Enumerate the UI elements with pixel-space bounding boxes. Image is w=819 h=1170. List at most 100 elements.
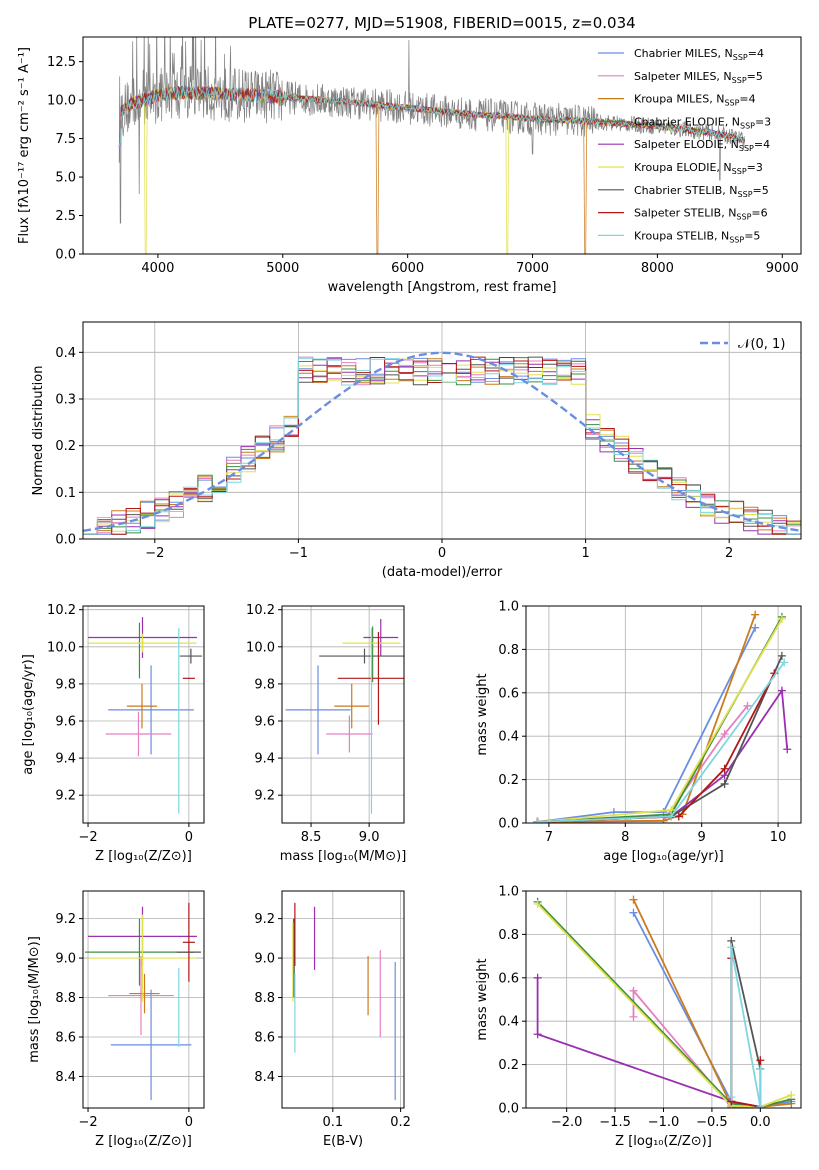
data-point-marker xyxy=(727,1093,736,1102)
x-tick-label: 1 xyxy=(581,546,589,561)
residual-histogram xyxy=(83,356,801,535)
legend-entry: Chabrier ELODIE, NSSP=3 xyxy=(634,115,771,130)
y-tick-label: 0.6 xyxy=(498,971,519,986)
legend-entry: Kroupa ELODIE, NSSP=3 xyxy=(634,161,763,176)
y-tick-label: 0.0 xyxy=(498,817,519,832)
y-axis-label: Normed distribution xyxy=(31,366,46,496)
axes-frame xyxy=(82,36,802,255)
panel-mass-vs-EBV: 0.1 0.2 8.4 8.6 8.8 9.0 9.2 E(B-V) xyxy=(254,890,411,1149)
y-tick-label: 10.0 xyxy=(47,640,76,655)
y-tick-label: 9.6 xyxy=(254,714,275,729)
y-tick-label: 0.1 xyxy=(55,486,76,501)
x-tick-label: 8.5 xyxy=(301,830,322,845)
data-point-marker xyxy=(751,610,760,619)
plot-area xyxy=(88,617,202,814)
y-tick-label: 5.0 xyxy=(55,171,76,186)
plot-area xyxy=(83,351,801,535)
x-tick-label: 0.0 xyxy=(750,1115,771,1130)
mass-weight-series-line xyxy=(536,903,792,1108)
y-tick-label: 0.0 xyxy=(55,533,76,548)
data-point-marker xyxy=(720,779,729,788)
x-axis-label: age [log₁₀(age/yr)] xyxy=(603,849,724,864)
y-tick-label: 8.4 xyxy=(55,1070,76,1085)
y-tick-label: 9.6 xyxy=(55,714,76,729)
data-point-marker xyxy=(674,812,683,821)
panel-residuals: −2 −1 0 1 2 0.0 0.1 0.2 0.3 0.4 (data-model)/error… xyxy=(31,321,802,580)
y-tick-label: 2.5 xyxy=(55,209,76,224)
axes-frame xyxy=(82,890,205,1109)
data-point-marker xyxy=(777,615,786,624)
y-tick-label: 0.4 xyxy=(498,1015,519,1030)
y-tick-label: 9.8 xyxy=(55,677,76,692)
plot-area xyxy=(118,37,745,254)
y-axis-label: mass weight xyxy=(475,958,490,1040)
x-tick-label: 0.1 xyxy=(322,1115,343,1130)
x-axis-label: (data-model)/error xyxy=(382,565,503,580)
y-tick-label: 9.2 xyxy=(55,912,76,927)
axes-frame xyxy=(82,605,205,824)
data-point-marker xyxy=(533,973,542,982)
y-tick-label: 1.0 xyxy=(498,885,519,900)
y-tick-label: 9.0 xyxy=(254,952,275,967)
panel-mass-vs-Z: −2 0 8.4 8.6 8.8 9.0 9.2 Z [log₁₀(Z/Z⊙)] mass [l… xyxy=(27,890,205,1149)
x-tick-label: −0.5 xyxy=(696,1115,728,1130)
legend-entry: Salpeter STELIB, NSSP=6 xyxy=(634,207,768,222)
panel-age-vs-mass: 8.5 9.0 9.2 9.4 9.6 9.8 10.0 10.2 mass [log₁₀(M/… xyxy=(246,603,406,864)
legend-entry: Salpeter ELODIE, NSSP=4 xyxy=(634,138,770,153)
y-tick-label: 0.8 xyxy=(498,643,519,658)
legend-entry: Chabrier STELIB, NSSP=5 xyxy=(634,184,769,199)
x-tick-label: −2.0 xyxy=(551,1115,583,1130)
mass-weight-series-line xyxy=(730,947,762,1108)
legend-entry: 𝒩(0, 1) xyxy=(738,337,785,352)
x-tick-label: 0 xyxy=(185,1115,193,1130)
data-point-marker xyxy=(667,812,676,821)
y-tick-label: 8.8 xyxy=(55,991,76,1006)
legend-entry: Salpeter MILES, NSSP=5 xyxy=(634,70,763,85)
y-tick-label: 9.8 xyxy=(254,677,275,692)
y-tick-label: 0.0 xyxy=(498,1102,519,1117)
mass-weight-series-line xyxy=(537,672,776,823)
plot-area xyxy=(533,610,792,823)
data-point-marker xyxy=(533,817,542,823)
x-tick-label: −2 xyxy=(145,546,164,561)
y-tick-label: 10.2 xyxy=(47,603,76,618)
data-point-marker xyxy=(780,658,789,667)
y-tick-label: 9.4 xyxy=(254,752,275,767)
residual-histogram xyxy=(83,358,801,535)
data-point-marker xyxy=(629,908,638,917)
mass-weight-series-line xyxy=(536,901,792,1108)
y-tick-label: 0.2 xyxy=(498,1058,519,1073)
y-axis-label: Flux [fλ10⁻¹⁷ erg cm⁻² s⁻¹ A⁻¹] xyxy=(17,47,32,244)
data-point-marker xyxy=(720,764,729,773)
x-tick-label: 4000 xyxy=(141,261,174,276)
y-tick-label: 10.2 xyxy=(246,603,275,618)
x-tick-label: 0.2 xyxy=(390,1115,411,1130)
y-tick-label: 8.6 xyxy=(55,1030,76,1045)
data-point-marker xyxy=(533,900,542,909)
x-tick-label: 2 xyxy=(725,546,733,561)
y-tick-label: 9.2 xyxy=(55,789,76,804)
y-tick-label: 8.6 xyxy=(254,1030,275,1045)
axes-frame xyxy=(525,890,802,1109)
y-axis-label: age [log₁₀(age/yr)] xyxy=(21,654,36,775)
x-tick-label: 8000 xyxy=(641,261,674,276)
y-tick-label: 0.8 xyxy=(498,928,519,943)
data-point-marker xyxy=(629,895,638,904)
figure-title: PLATE=0277, MJD=51908, FIBERID=0015, z=0… xyxy=(248,14,635,32)
panel-mass-weight-vs-Z: −2.0 −1.5 −1.0 −0.5 0.0 0.0 0.2 0.4 0.6 0.8 1.0 Z [… xyxy=(475,885,802,1149)
x-axis-label: E(B-V) xyxy=(323,1134,363,1149)
data-point-marker xyxy=(659,816,668,823)
normal-curve-line xyxy=(83,351,801,532)
data-point-marker xyxy=(787,1090,796,1099)
x-axis-label: Z [log₁₀(Z/Z⊙)] xyxy=(95,849,192,864)
data-point-marker xyxy=(777,651,786,660)
y-tick-label: 0.4 xyxy=(498,730,519,745)
x-tick-label: −2 xyxy=(78,830,97,845)
legend-entry: Chabrier MILES, NSSP=4 xyxy=(634,47,764,62)
x-axis-label: Z [log₁₀(Z/Z⊙)] xyxy=(615,1134,712,1149)
x-axis-label: Z [log₁₀(Z/Z⊙)] xyxy=(95,1134,192,1149)
panel-spectrum: 4000 5000 6000 7000 8000 9000 0.0 2.5 5.0 7.5 10.0… xyxy=(17,36,802,295)
y-tick-label: 0.2 xyxy=(498,773,519,788)
y-tick-label: 9.4 xyxy=(55,752,76,767)
mass-weight-series-line xyxy=(537,627,757,823)
